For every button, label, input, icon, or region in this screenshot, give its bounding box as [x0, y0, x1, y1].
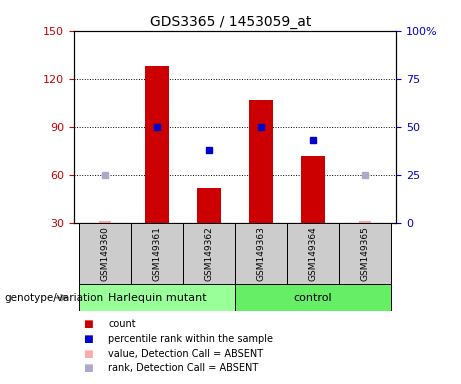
Text: ■: ■: [83, 319, 93, 329]
Text: GSM149361: GSM149361: [153, 226, 161, 281]
Text: percentile rank within the sample: percentile rank within the sample: [108, 334, 273, 344]
Text: GSM149362: GSM149362: [205, 226, 213, 281]
Text: count: count: [108, 319, 136, 329]
Bar: [197, 187, 221, 223]
Text: GDS3365 / 1453059_at: GDS3365 / 1453059_at: [150, 15, 311, 29]
Text: Harlequin mutant: Harlequin mutant: [108, 293, 207, 303]
FancyBboxPatch shape: [183, 223, 235, 284]
FancyBboxPatch shape: [79, 223, 131, 284]
FancyBboxPatch shape: [235, 223, 287, 284]
Text: ■: ■: [83, 334, 93, 344]
Text: ■: ■: [83, 363, 93, 373]
FancyBboxPatch shape: [339, 223, 391, 284]
Text: GSM149365: GSM149365: [361, 226, 370, 281]
Text: GSM149360: GSM149360: [100, 226, 110, 281]
FancyBboxPatch shape: [79, 284, 235, 311]
Text: ■: ■: [83, 349, 93, 359]
Text: genotype/variation: genotype/variation: [5, 293, 104, 303]
FancyBboxPatch shape: [235, 284, 391, 311]
FancyBboxPatch shape: [287, 223, 339, 284]
Bar: [360, 221, 371, 223]
Text: GSM149363: GSM149363: [257, 226, 266, 281]
Bar: [301, 156, 325, 223]
Bar: [249, 99, 273, 223]
Text: control: control: [294, 293, 332, 303]
Bar: [99, 221, 111, 223]
Text: rank, Detection Call = ABSENT: rank, Detection Call = ABSENT: [108, 363, 259, 373]
Bar: [145, 66, 169, 223]
Text: GSM149364: GSM149364: [309, 226, 318, 281]
Text: value, Detection Call = ABSENT: value, Detection Call = ABSENT: [108, 349, 263, 359]
FancyBboxPatch shape: [131, 223, 183, 284]
